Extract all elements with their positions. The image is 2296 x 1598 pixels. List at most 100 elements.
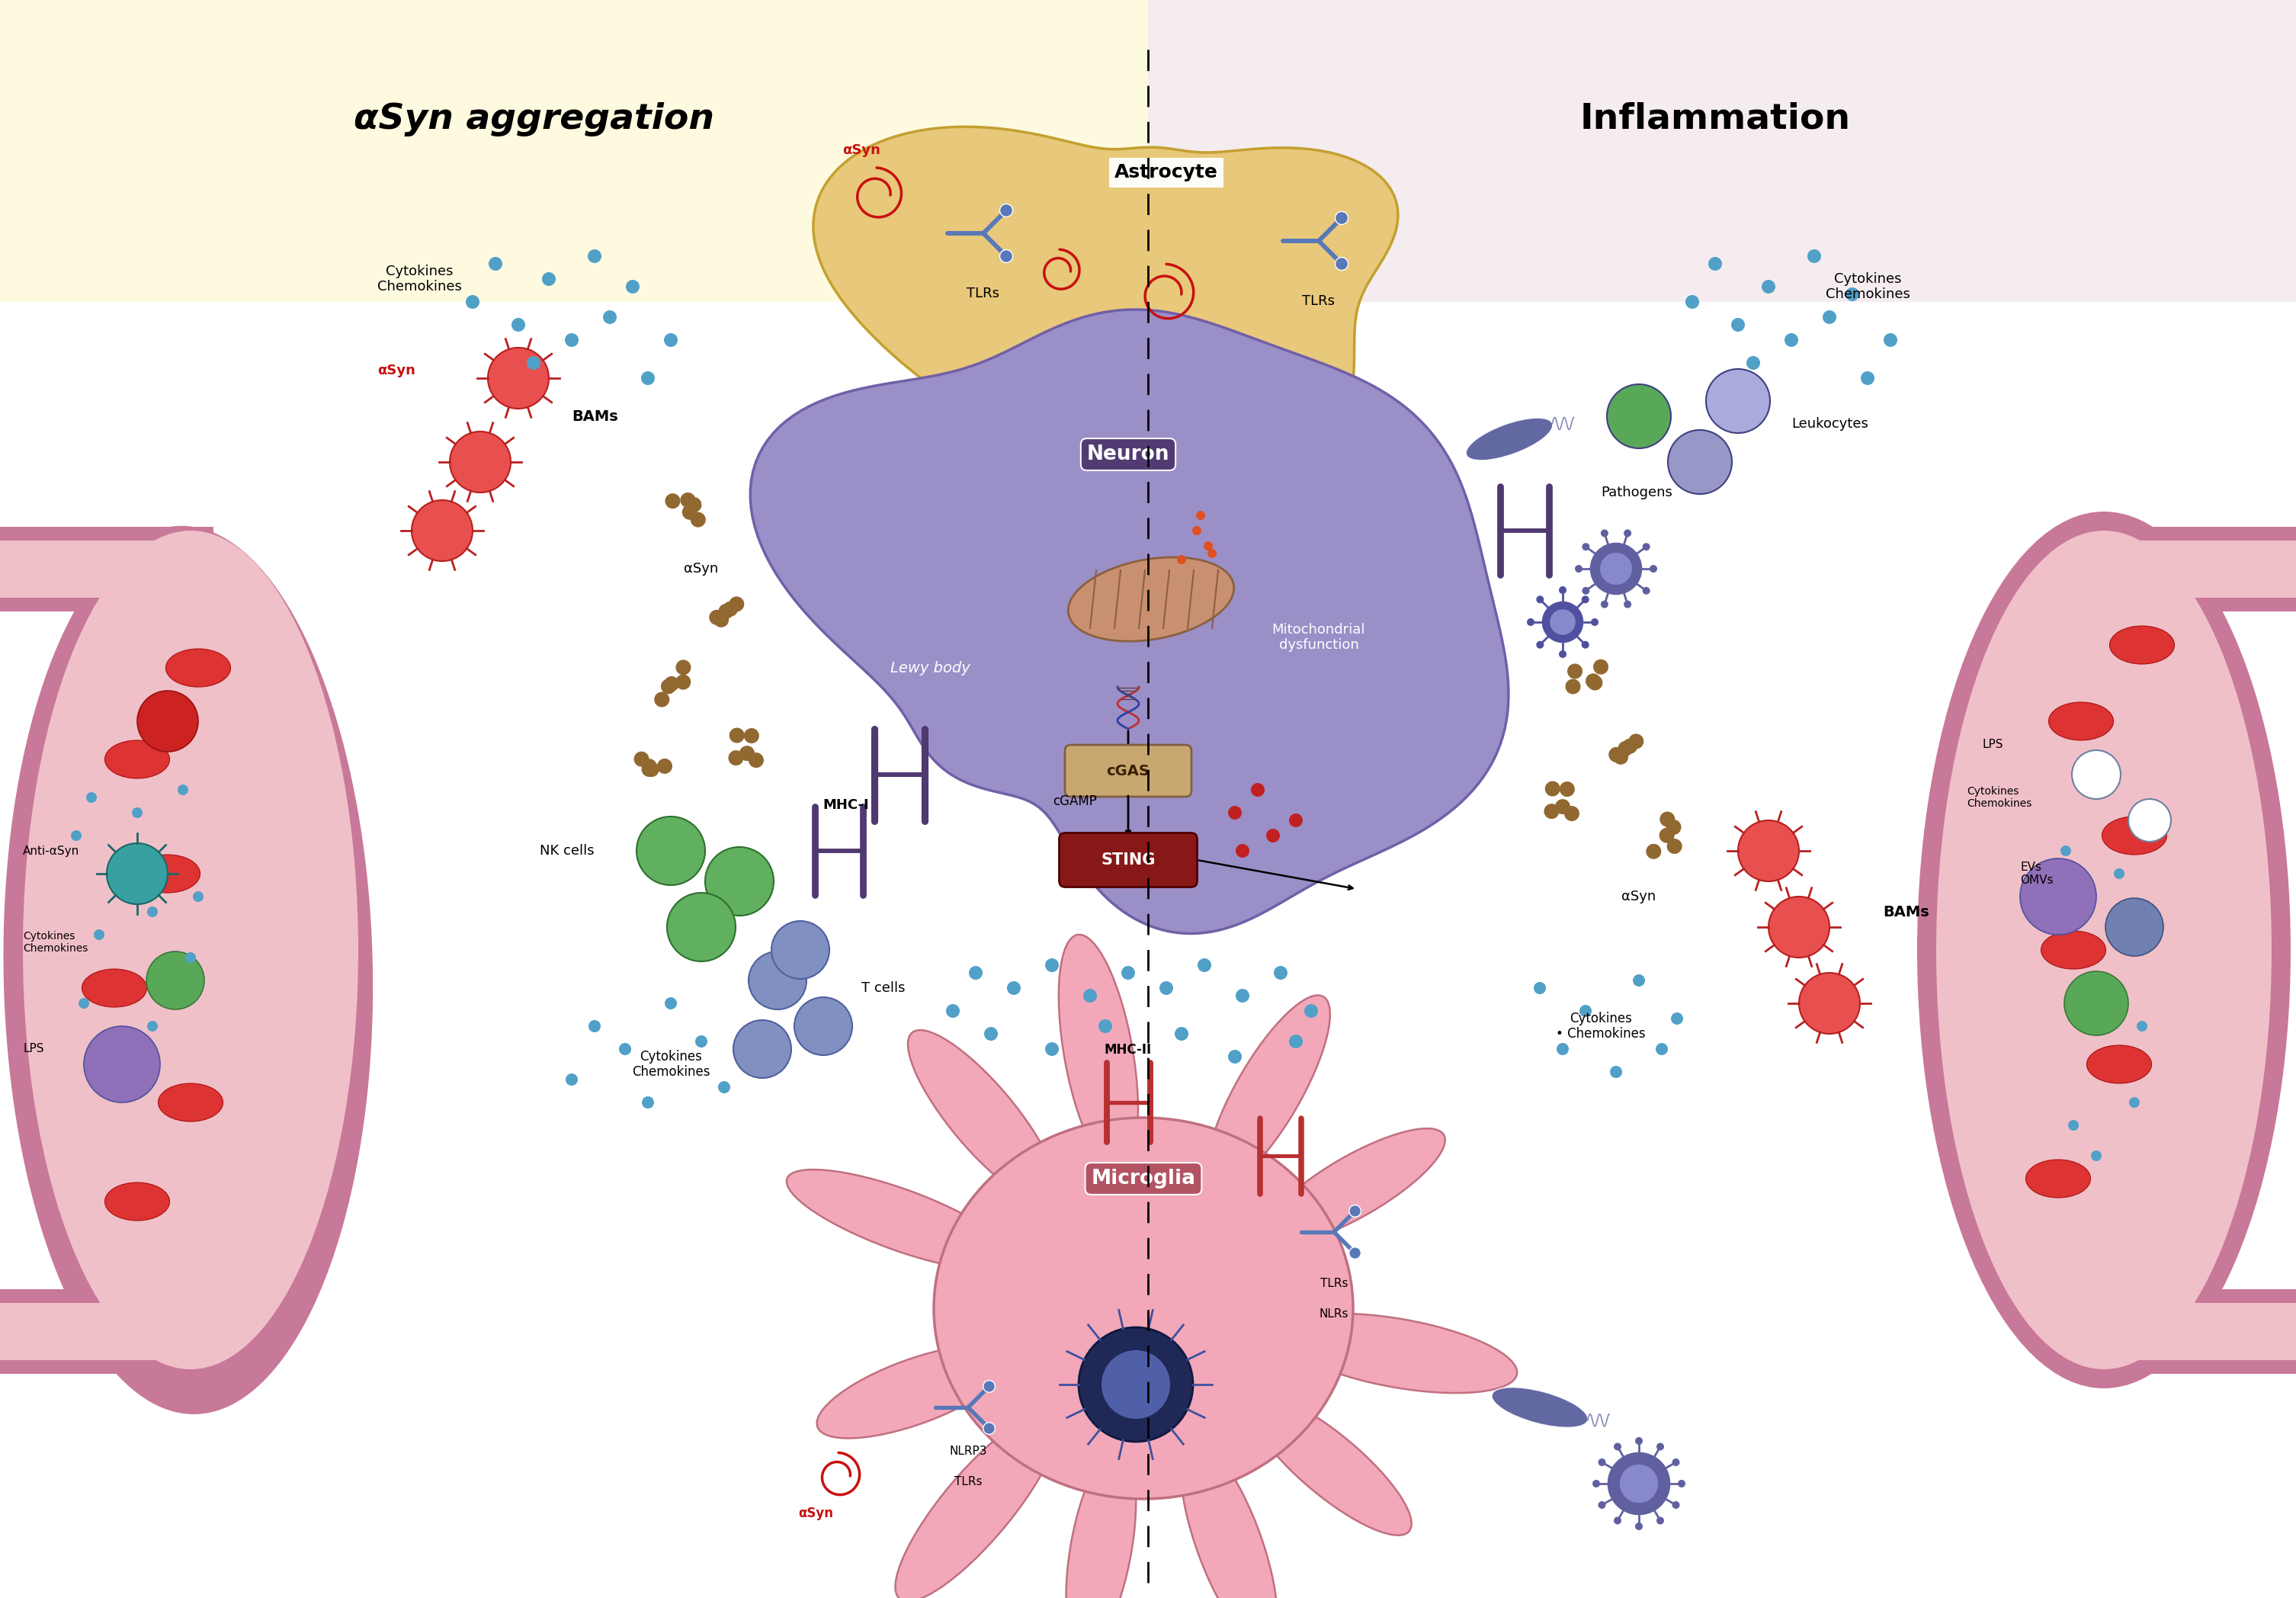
Circle shape <box>2115 868 2124 879</box>
Circle shape <box>969 965 983 980</box>
Circle shape <box>696 1036 707 1048</box>
Ellipse shape <box>895 1413 1058 1598</box>
Circle shape <box>732 1020 792 1079</box>
Circle shape <box>1671 1501 1681 1509</box>
Circle shape <box>946 1004 960 1018</box>
Circle shape <box>78 999 90 1008</box>
Ellipse shape <box>2041 932 2105 968</box>
Circle shape <box>654 692 670 708</box>
Circle shape <box>1623 738 1637 754</box>
Circle shape <box>1587 673 1600 689</box>
Ellipse shape <box>1265 1128 1444 1245</box>
Circle shape <box>147 1021 158 1032</box>
Circle shape <box>728 751 744 765</box>
Polygon shape <box>0 526 214 610</box>
Ellipse shape <box>83 968 147 1007</box>
Text: Cytokines
Chemokines: Cytokines Chemokines <box>377 264 461 294</box>
Circle shape <box>1554 799 1570 815</box>
Circle shape <box>641 371 654 385</box>
Circle shape <box>2128 799 2172 842</box>
Circle shape <box>1336 257 1348 270</box>
Circle shape <box>636 817 705 885</box>
Circle shape <box>1079 1328 1194 1441</box>
Circle shape <box>588 249 602 264</box>
Circle shape <box>1642 586 1651 594</box>
Text: Inflammation: Inflammation <box>1580 102 1851 136</box>
Circle shape <box>1582 641 1589 649</box>
Circle shape <box>2020 858 2096 935</box>
Circle shape <box>487 348 549 409</box>
Circle shape <box>1102 1350 1171 1419</box>
Circle shape <box>1564 805 1580 821</box>
Text: LPS: LPS <box>23 1043 44 1055</box>
Circle shape <box>1593 660 1609 674</box>
Ellipse shape <box>23 531 358 1369</box>
FancyBboxPatch shape <box>1065 745 1192 797</box>
Ellipse shape <box>1058 935 1139 1171</box>
Circle shape <box>1192 526 1201 535</box>
Circle shape <box>1228 805 1242 820</box>
Circle shape <box>1600 529 1607 537</box>
Circle shape <box>85 1026 161 1103</box>
Circle shape <box>748 753 765 767</box>
Text: TLRs: TLRs <box>967 286 999 300</box>
Circle shape <box>1550 609 1575 634</box>
Circle shape <box>1288 813 1302 828</box>
Text: MHC-I: MHC-I <box>822 799 870 812</box>
Text: cGAS: cGAS <box>1107 764 1150 778</box>
Ellipse shape <box>992 256 1068 423</box>
Circle shape <box>1623 601 1632 609</box>
Circle shape <box>719 604 735 618</box>
Circle shape <box>1580 1005 1591 1016</box>
Circle shape <box>1708 257 1722 270</box>
Circle shape <box>1646 844 1662 860</box>
Circle shape <box>1251 783 1265 797</box>
Text: NLRs: NLRs <box>1320 1309 1348 1320</box>
Circle shape <box>668 893 735 962</box>
Circle shape <box>177 785 188 796</box>
Circle shape <box>1566 679 1580 694</box>
Circle shape <box>1536 641 1543 649</box>
Circle shape <box>1336 211 1348 224</box>
Circle shape <box>691 511 705 527</box>
Ellipse shape <box>135 855 200 893</box>
Circle shape <box>709 610 723 625</box>
Circle shape <box>186 952 195 964</box>
Circle shape <box>1575 566 1582 572</box>
Circle shape <box>1228 1050 1242 1064</box>
Text: Pathogens: Pathogens <box>1600 486 1671 500</box>
Text: αSyn: αSyn <box>843 144 879 157</box>
Circle shape <box>728 596 744 612</box>
Circle shape <box>1582 543 1589 551</box>
Text: Mitochondrial
dysfunction: Mitochondrial dysfunction <box>1272 623 1366 652</box>
Ellipse shape <box>1467 419 1552 460</box>
Circle shape <box>1768 896 1830 957</box>
Circle shape <box>1543 804 1559 818</box>
Ellipse shape <box>1936 531 2271 1369</box>
Circle shape <box>1587 674 1603 690</box>
Circle shape <box>1159 981 1173 996</box>
Circle shape <box>1685 296 1699 308</box>
Circle shape <box>1667 839 1683 853</box>
Circle shape <box>565 1074 579 1085</box>
Circle shape <box>1178 555 1187 564</box>
Circle shape <box>641 762 657 777</box>
Circle shape <box>666 494 680 508</box>
Circle shape <box>1607 384 1671 449</box>
Circle shape <box>1199 959 1212 972</box>
Circle shape <box>1598 1501 1605 1509</box>
Text: BAMs: BAMs <box>1883 904 1929 919</box>
Circle shape <box>1655 1517 1665 1524</box>
Ellipse shape <box>2025 1160 2092 1198</box>
Circle shape <box>661 679 675 694</box>
Circle shape <box>1607 1451 1671 1515</box>
Circle shape <box>985 1028 999 1040</box>
Circle shape <box>1208 550 1217 558</box>
Circle shape <box>1846 288 1860 300</box>
Ellipse shape <box>106 1183 170 1221</box>
Polygon shape <box>2 526 372 1414</box>
Circle shape <box>1176 1028 1189 1040</box>
Circle shape <box>2092 1151 2101 1162</box>
Circle shape <box>643 1096 654 1109</box>
Circle shape <box>1614 1517 1621 1524</box>
